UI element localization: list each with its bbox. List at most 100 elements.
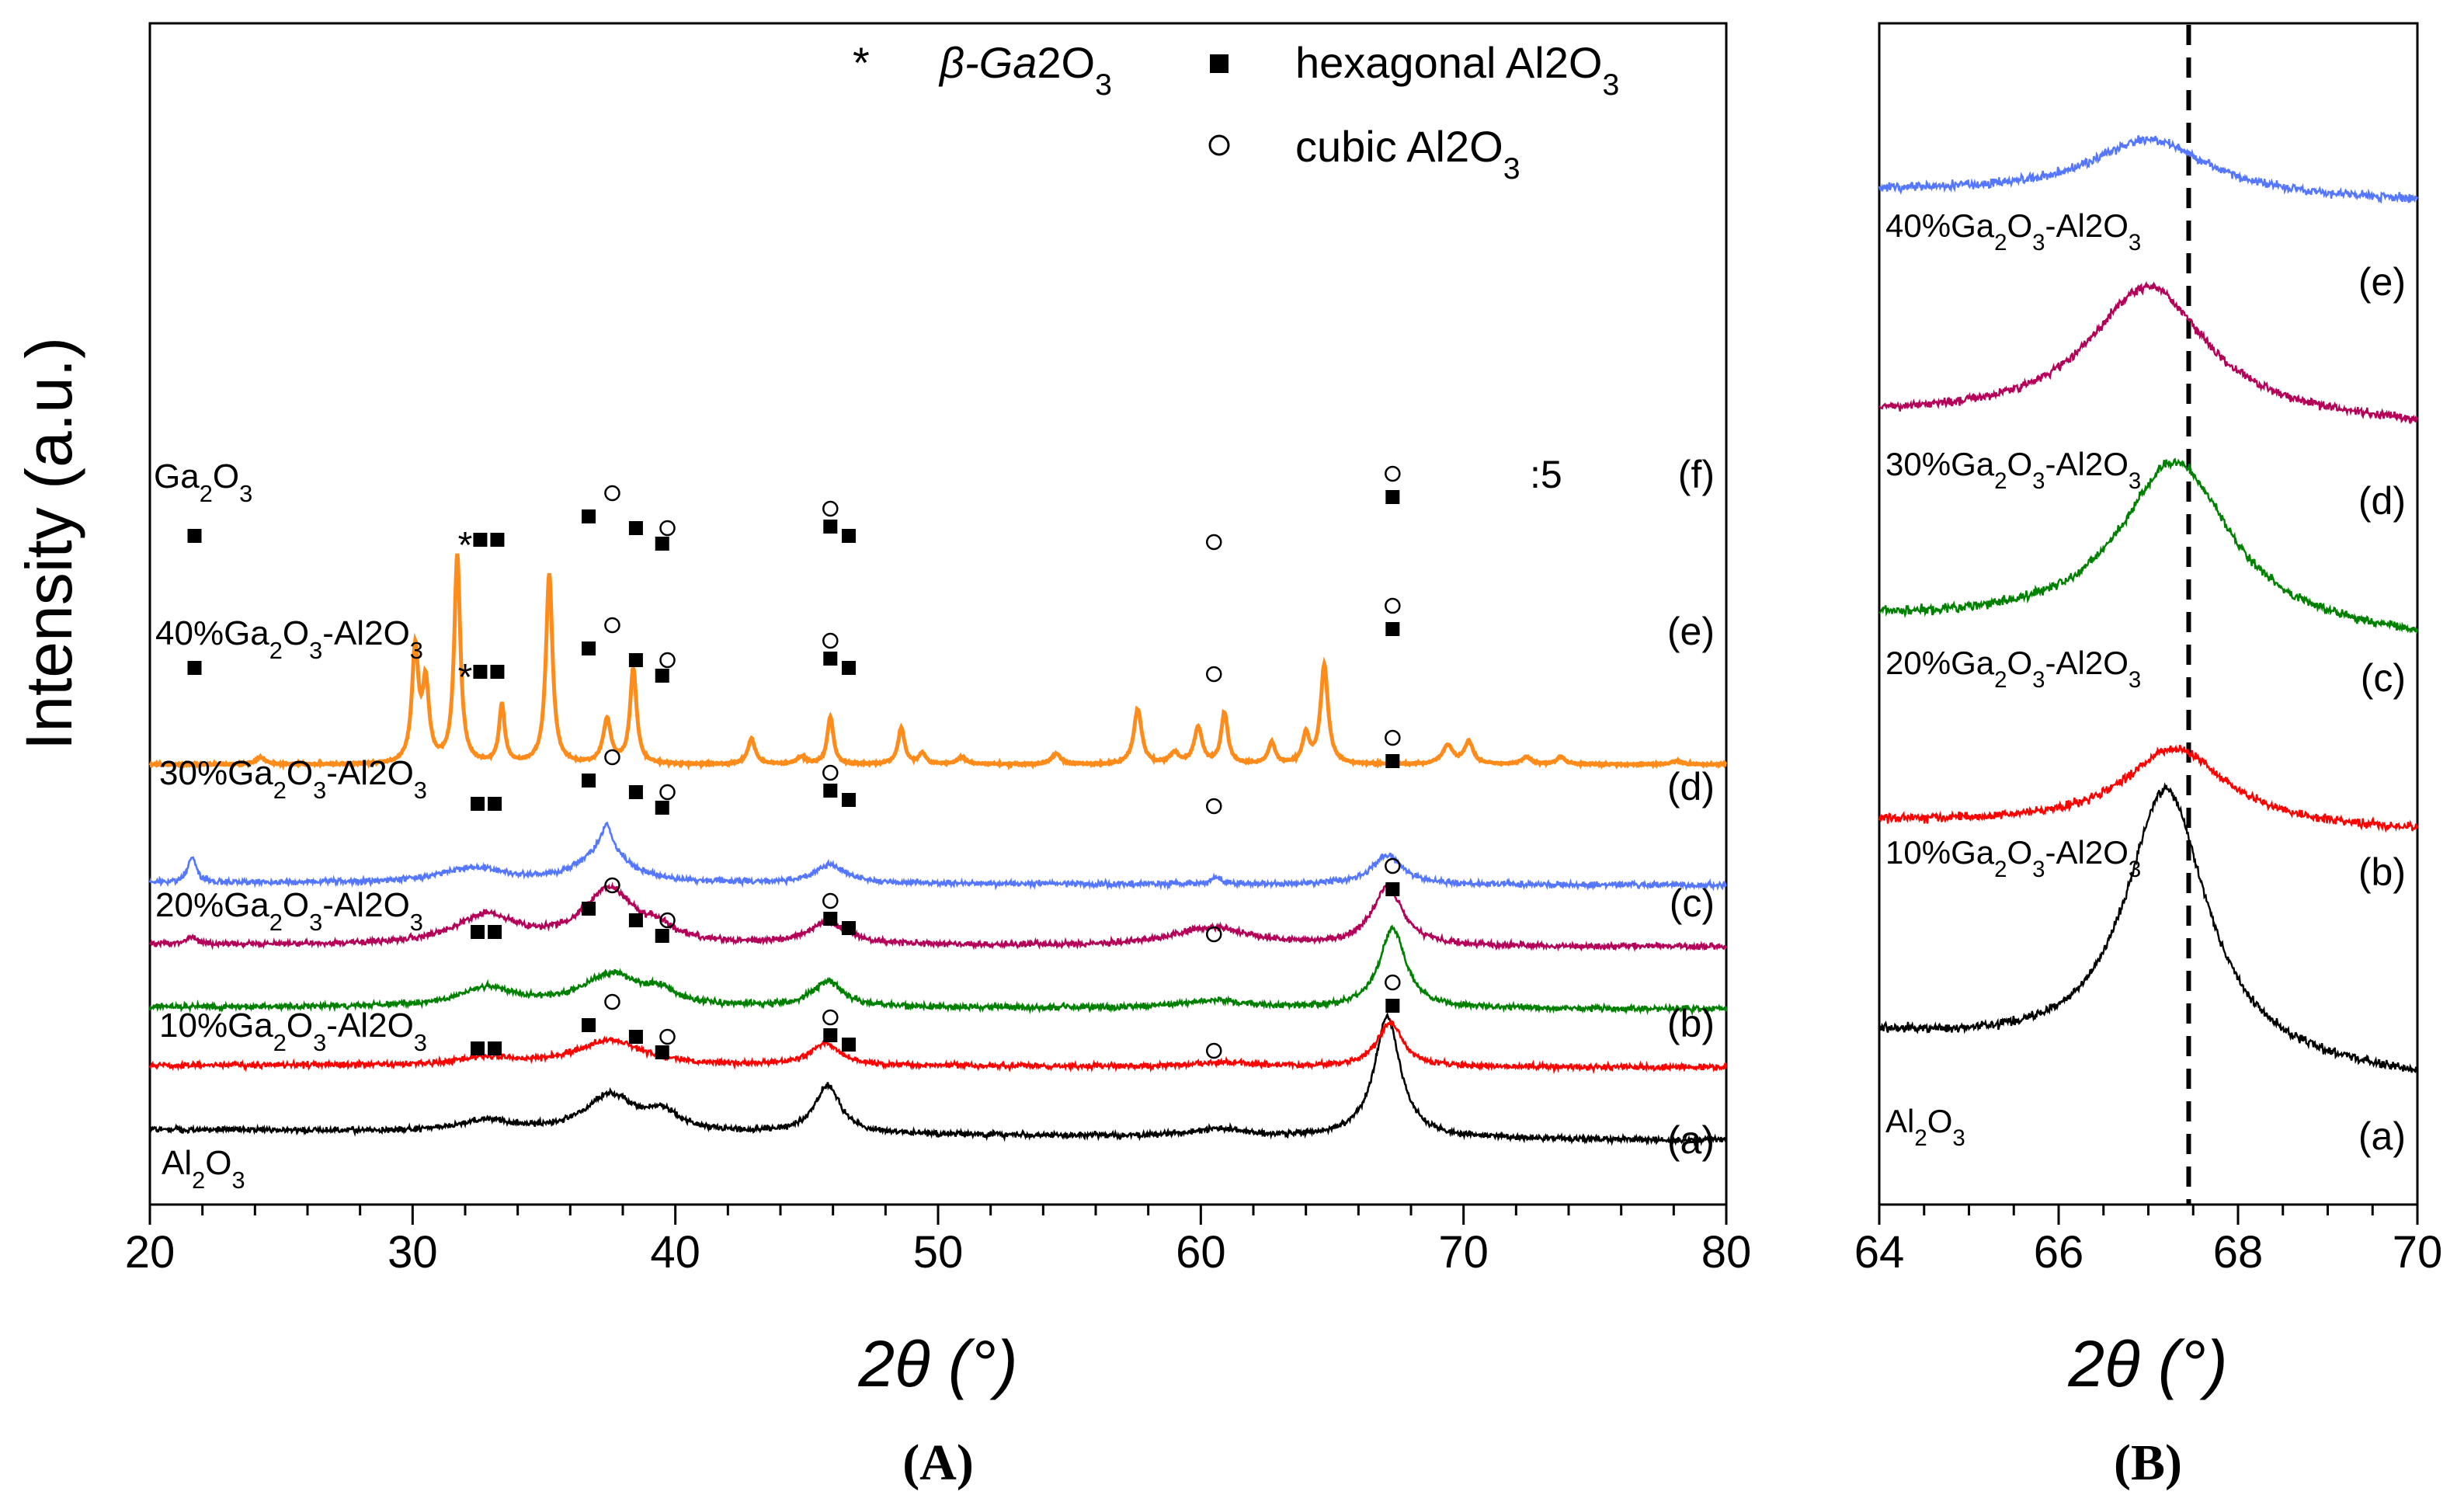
phase-marker bbox=[659, 1028, 676, 1045]
phase-marker bbox=[822, 632, 839, 649]
panel-b-sample-label-d: 30%Ga2O3-Al2O3 bbox=[1885, 446, 2141, 494]
legend-star-symbol: * bbox=[853, 38, 870, 87]
panel-a-sample-labels: Al2O3 (a) 10%Ga2O3-Al2O3 (b) 20%Ga2O3-Al2O3 (… bbox=[154, 453, 1715, 1194]
phase-marker: * bbox=[458, 525, 473, 566]
panel-b-x-axis-label: 2θ (°) bbox=[2067, 1327, 2227, 1400]
phase-marker bbox=[1385, 622, 1400, 636]
phase-marker bbox=[841, 529, 856, 543]
panel-b-traces bbox=[1878, 135, 2419, 1073]
phase-marker bbox=[604, 485, 620, 502]
trace-a bbox=[148, 1012, 1728, 1148]
phase-marker bbox=[628, 785, 643, 799]
panel-b-sample-labels: Al2O3 (a) 10%Ga2O3-Al2O3 (b) 20%Ga2O3-Al2O3 (… bbox=[1885, 207, 2406, 1158]
sample-label-a: Al2O3 bbox=[162, 1144, 245, 1194]
legend-hex-label: hexagonal Al2O3 bbox=[1295, 38, 1619, 102]
phase-marker bbox=[659, 520, 676, 537]
phase-marker bbox=[473, 533, 505, 547]
phase-marker bbox=[659, 912, 676, 929]
sample-label-e: 40%Ga2O3-Al2O3 bbox=[155, 614, 423, 664]
phase-marker bbox=[659, 784, 676, 801]
sample-letter-b: (b) bbox=[1667, 1002, 1715, 1045]
phase-marker bbox=[628, 521, 643, 535]
panel-a-traces bbox=[148, 553, 1728, 1148]
phase-marker bbox=[1385, 882, 1400, 896]
phase-marker bbox=[628, 1030, 643, 1044]
panel-b-sample-letter-c: (c) bbox=[2361, 656, 2406, 700]
sample-letter-d: (d) bbox=[1667, 765, 1715, 808]
sample-label-f: Ga2O3 bbox=[154, 457, 252, 507]
phase-marker bbox=[822, 764, 839, 781]
phase-marker bbox=[473, 665, 505, 679]
phase-marker bbox=[655, 669, 669, 683]
phase-marker: * bbox=[458, 657, 473, 698]
phase-marker bbox=[823, 912, 838, 926]
legend-star-label: β-Ga2O3 bbox=[938, 38, 1112, 102]
trace-e bbox=[148, 821, 1727, 892]
x-tick-label: 70 bbox=[2393, 1227, 2443, 1278]
panel-a: 20 30 40 50 60 70 80 ** Al2O3(a)10%Ga2O3-Al2O3… bbox=[12, 22, 1752, 1491]
panel-a-caption: (A) bbox=[902, 1434, 974, 1491]
phase-marker bbox=[582, 1018, 596, 1032]
x-tick-label: 66 bbox=[2034, 1227, 2084, 1278]
phase-marker bbox=[841, 793, 856, 807]
panel-a-scale-note: :5 bbox=[1530, 453, 1562, 496]
phase-marker bbox=[822, 1009, 839, 1026]
phase-marker bbox=[1385, 490, 1400, 504]
phase-marker bbox=[655, 801, 669, 815]
legend-cubic-symbol bbox=[1208, 134, 1230, 156]
phase-marker bbox=[1385, 754, 1400, 768]
panel-b-sample-letter-b: (b) bbox=[2358, 850, 2406, 894]
phase-marker bbox=[604, 749, 620, 766]
x-tick-label: 70 bbox=[1438, 1227, 1489, 1278]
x-tick-label: 50 bbox=[913, 1227, 964, 1278]
phase-marker bbox=[841, 1038, 856, 1052]
phase-marker bbox=[1206, 1042, 1222, 1059]
svg-text:*: * bbox=[458, 657, 473, 698]
phase-marker bbox=[822, 500, 839, 517]
phase-marker bbox=[655, 929, 669, 943]
phase-marker bbox=[1385, 974, 1401, 991]
trace-f bbox=[148, 553, 1728, 771]
phase-marker bbox=[1385, 857, 1401, 874]
phase-marker bbox=[655, 537, 669, 551]
panel-b-sample-letter-e: (e) bbox=[2358, 260, 2406, 304]
sample-letter-c: (c) bbox=[1670, 881, 1715, 925]
phase-marker bbox=[604, 993, 620, 1010]
trace-d bbox=[148, 881, 1728, 952]
panel-b-sample-label-a: Al2O3 bbox=[1885, 1103, 1965, 1151]
sample-letter-a: (a) bbox=[1667, 1118, 1715, 1162]
phase-marker bbox=[841, 661, 856, 675]
panel-b-x-ticks: 64 66 68 70 bbox=[1854, 1205, 2443, 1278]
panel-a-x-ticks: 20 30 40 50 60 70 80 bbox=[125, 1205, 1752, 1278]
x-tick-label: 80 bbox=[1701, 1227, 1752, 1278]
legend-cubic-label: cubic Al2O3 bbox=[1295, 122, 1520, 186]
phase-marker bbox=[655, 1045, 669, 1059]
x-tick-label: 30 bbox=[387, 1227, 438, 1278]
trace-b-d bbox=[1878, 280, 2419, 424]
sample-letter-f: (f) bbox=[1678, 453, 1715, 496]
phase-marker bbox=[823, 784, 838, 798]
phase-marker bbox=[187, 661, 202, 675]
panel-b-caption: (B) bbox=[2114, 1434, 2182, 1491]
panel-a-phase-markers: ** bbox=[187, 465, 1401, 1059]
svg-text:*: * bbox=[458, 525, 473, 566]
legend-hex-symbol bbox=[1210, 54, 1229, 73]
panel-b-sample-label-e: 40%Ga2O3-Al2O3 bbox=[1885, 207, 2141, 256]
trace-b bbox=[148, 1017, 1728, 1075]
panel-a-y-axis-label: Intensity (a.u.) bbox=[12, 337, 85, 750]
trace-b-c bbox=[1878, 457, 2419, 635]
sample-letter-e: (e) bbox=[1667, 610, 1715, 653]
legend: * β-Ga2O3 hexagonal Al2O3 cubic Al2O3 bbox=[853, 38, 1619, 186]
panel-b-sample-label-c: 20%Ga2O3-Al2O3 bbox=[1885, 645, 2141, 693]
phase-marker bbox=[582, 641, 596, 655]
phase-marker bbox=[582, 774, 596, 788]
sample-label-d: 30%Ga2O3-Al2O3 bbox=[159, 754, 427, 804]
phase-marker bbox=[604, 877, 620, 894]
phase-marker bbox=[471, 797, 502, 811]
x-tick-label: 68 bbox=[2213, 1227, 2264, 1278]
phase-marker bbox=[471, 925, 502, 939]
phase-marker bbox=[823, 652, 838, 666]
phase-marker bbox=[1385, 999, 1400, 1013]
trace-b-e bbox=[1878, 135, 2419, 204]
